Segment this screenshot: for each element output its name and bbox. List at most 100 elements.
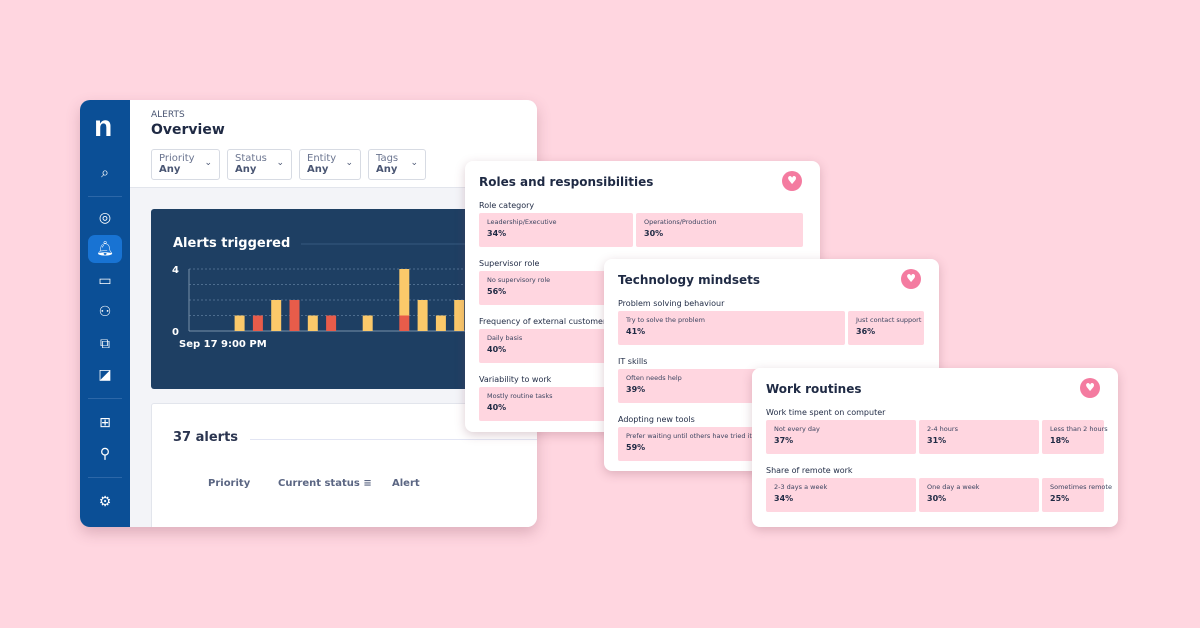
grid-icon[interactable]: ⊞	[99, 415, 111, 431]
option-percent: 37%	[774, 436, 794, 445]
question-label: Problem solving behaviour	[618, 299, 725, 308]
option-label: Sometimes remote	[1050, 483, 1112, 491]
filter-value: Any	[159, 164, 181, 175]
bar-segment	[252, 315, 263, 331]
option-tile: 2-4 hours 31%	[919, 420, 1039, 454]
option-label: One day a week	[927, 483, 980, 491]
compass-icon[interactable]: ◎	[98, 210, 112, 226]
option-percent: 34%	[774, 494, 794, 503]
monitor-chart-icon[interactable]: ▭	[98, 273, 112, 289]
option-row: Leadership/Executive 34% Operations/Produc…	[479, 213, 806, 247]
option-label: 2-4 hours	[927, 425, 958, 433]
option-tile: 2-3 days a week 34%	[766, 478, 916, 512]
chevron-down-icon: ⌄	[276, 158, 284, 168]
x-start-label: Sep 17 9:00 PM	[179, 339, 267, 350]
question-label: IT skills	[618, 357, 648, 366]
column-current-status[interactable]: Current status ≡	[278, 478, 372, 489]
question-label: Variability to work	[479, 375, 552, 384]
question-label: Adopting new tools	[618, 415, 695, 424]
option-percent: 40%	[487, 345, 507, 354]
option-label: Not every day	[774, 425, 820, 433]
users-screen-icon[interactable]: ⚇	[98, 304, 112, 320]
option-tile: Operations/Production 30%	[636, 213, 803, 247]
bar-segment	[271, 300, 282, 331]
option-tile: Not every day 37%	[766, 420, 916, 454]
bell-icon[interactable]: 🔔︎	[88, 235, 122, 263]
filter-status[interactable]: Status Any ⌄	[227, 149, 292, 180]
question-label: Frequency of external customer work	[479, 317, 629, 326]
bar-segment	[399, 269, 410, 316]
card-title: Work routines	[766, 382, 862, 396]
sidebar-divider	[88, 196, 122, 197]
option-label: 2-3 days a week	[774, 483, 828, 491]
bar-segment	[234, 315, 245, 331]
bar-segment	[454, 300, 465, 331]
sidebar-divider	[88, 398, 122, 399]
heart-chat-icon: ♥	[901, 269, 921, 289]
bar-segment	[399, 315, 410, 331]
column-label: Current status	[278, 478, 360, 489]
chart-title: Alerts triggered	[173, 236, 291, 251]
option-label: Often needs help	[626, 374, 682, 382]
option-percent: 39%	[626, 385, 646, 394]
filter-value: Any	[376, 164, 398, 175]
filter-tags[interactable]: Tags Any ⌄	[368, 149, 426, 180]
bar-segment	[362, 315, 373, 331]
chevron-down-icon: ⌄	[204, 158, 212, 168]
option-percent: 36%	[856, 327, 876, 336]
heart-chat-icon: ♥	[1080, 378, 1100, 398]
page-header: ALERTS Overview Priority Any ⌄ Status Any ⌄ En…	[130, 100, 537, 188]
y-tick-label: 4	[172, 265, 179, 276]
option-label: Leadership/Executive	[487, 218, 557, 226]
option-tile: Sometimes remote 25%	[1042, 478, 1112, 512]
filter-label: Priority	[159, 153, 195, 164]
filter-label: Tags	[376, 153, 399, 164]
option-tile: Try to solve the problem 41%	[618, 311, 845, 345]
option-label: No supervisory role	[487, 276, 551, 284]
devices-icon[interactable]: ⧉	[100, 336, 110, 352]
divider	[250, 439, 537, 440]
option-label: Less than 2 hours	[1050, 425, 1108, 433]
column-alert[interactable]: Alert	[392, 478, 420, 489]
y-tick-label: 0	[172, 327, 179, 338]
alerts-bar-chart: 0 4 Sep 17 9:00 PM	[172, 243, 537, 350]
option-percent: 30%	[927, 494, 947, 503]
question-label: Share of remote work	[766, 466, 853, 475]
card-title: Technology mindsets	[618, 273, 761, 287]
card-title: Roles and responsibilities	[479, 175, 654, 189]
option-percent: 30%	[644, 229, 664, 238]
sort-icon[interactable]: ≡	[363, 478, 372, 489]
robot-arm-icon[interactable]: ⚙	[98, 494, 112, 510]
filter-value: Any	[307, 164, 329, 175]
option-label: Mostly routine tasks	[487, 392, 553, 400]
option-percent: 40%	[487, 403, 507, 412]
filter-label: Status	[235, 153, 267, 164]
column-priority[interactable]: Priority	[208, 478, 251, 489]
fingerprint-search-icon[interactable]: ⚲	[99, 446, 111, 462]
work-routines-card: Work routines ♥ Work time spent on compute…	[752, 368, 1118, 527]
option-percent: 41%	[626, 327, 646, 336]
edit-screen-icon[interactable]: ◪	[98, 367, 112, 383]
filter-priority[interactable]: Priority Any ⌄	[151, 149, 220, 180]
chevron-down-icon: ⌄	[345, 158, 353, 168]
sidebar-divider	[88, 477, 122, 478]
question-label: Supervisor role	[479, 259, 540, 268]
app-logo: n	[94, 110, 113, 143]
breadcrumb[interactable]: ALERTS	[151, 110, 185, 120]
chevron-down-icon: ⌄	[410, 158, 418, 168]
option-percent: 18%	[1050, 436, 1070, 445]
heart-chat-icon: ♥	[782, 171, 802, 191]
bar-segment	[435, 315, 446, 331]
bar-segment	[307, 315, 318, 331]
option-label: Daily basis	[487, 334, 523, 342]
option-row: 2-3 days a week 34% One day a week 30% Somet…	[766, 478, 1112, 512]
sidebar: n ⌕ ◎ 🔔︎ ▭ ⚇ ⧉ ◪ ⊞ ⚲ ⚙	[80, 100, 130, 527]
question-label: Role category	[479, 201, 535, 210]
search-sparkle-icon[interactable]: ⌕	[101, 165, 109, 181]
filter-entity[interactable]: Entity Any ⌄	[299, 149, 361, 180]
option-tile: One day a week 30%	[919, 478, 1039, 512]
option-label: Prefer waiting until others have tried i…	[626, 432, 752, 440]
page-title: Overview	[151, 122, 225, 138]
option-tile: Leadership/Executive 34%	[479, 213, 633, 247]
bar-segment	[417, 300, 428, 331]
